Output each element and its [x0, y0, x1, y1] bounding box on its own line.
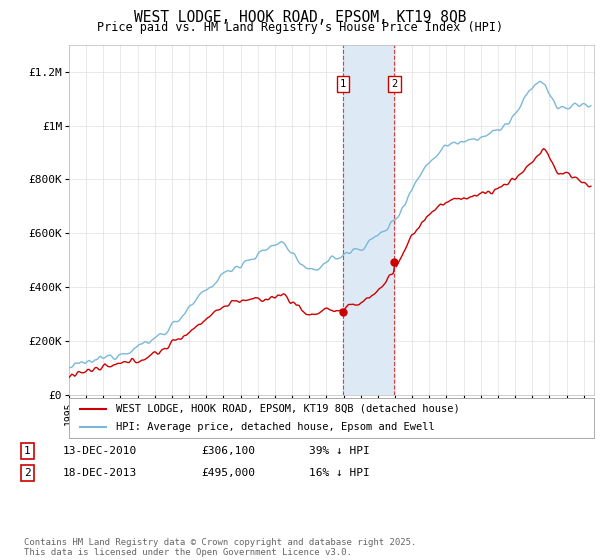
- Text: WEST LODGE, HOOK ROAD, EPSOM, KT19 8QB: WEST LODGE, HOOK ROAD, EPSOM, KT19 8QB: [134, 10, 466, 25]
- Text: Contains HM Land Registry data © Crown copyright and database right 2025.
This d: Contains HM Land Registry data © Crown c…: [24, 538, 416, 557]
- Text: 18-DEC-2013: 18-DEC-2013: [63, 468, 137, 478]
- Text: 2: 2: [24, 468, 31, 478]
- Text: 1: 1: [24, 446, 31, 456]
- Bar: [343, 45, 394, 395]
- Text: 2: 2: [391, 79, 397, 89]
- Text: £495,000: £495,000: [201, 468, 255, 478]
- Text: £306,100: £306,100: [201, 446, 255, 456]
- Text: HPI: Average price, detached house, Epsom and Ewell: HPI: Average price, detached house, Epso…: [116, 422, 435, 432]
- Text: WEST LODGE, HOOK ROAD, EPSOM, KT19 8QB (detached house): WEST LODGE, HOOK ROAD, EPSOM, KT19 8QB (…: [116, 404, 460, 414]
- Text: 1: 1: [340, 79, 346, 89]
- Text: 16% ↓ HPI: 16% ↓ HPI: [309, 468, 370, 478]
- Text: 39% ↓ HPI: 39% ↓ HPI: [309, 446, 370, 456]
- Text: 13-DEC-2010: 13-DEC-2010: [63, 446, 137, 456]
- Text: Price paid vs. HM Land Registry's House Price Index (HPI): Price paid vs. HM Land Registry's House …: [97, 21, 503, 34]
